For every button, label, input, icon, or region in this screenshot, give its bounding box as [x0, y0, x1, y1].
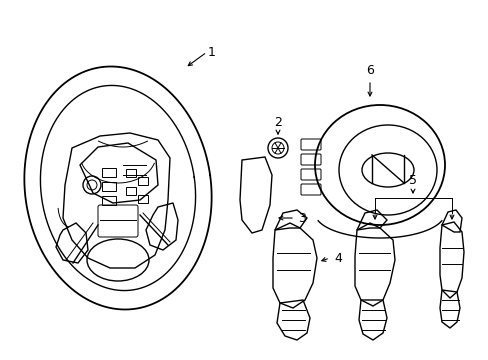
Text: 6: 6: [366, 63, 373, 77]
Bar: [138, 195, 148, 203]
Text: 4: 4: [333, 252, 341, 265]
Bar: [102, 182, 116, 191]
Bar: [102, 168, 116, 177]
Bar: [126, 169, 136, 177]
Text: 2: 2: [273, 116, 282, 129]
Text: 3: 3: [298, 212, 305, 225]
Bar: [126, 187, 136, 195]
Bar: [102, 196, 116, 205]
Bar: [138, 177, 148, 185]
Text: 5: 5: [408, 174, 416, 186]
Text: 1: 1: [207, 45, 216, 59]
